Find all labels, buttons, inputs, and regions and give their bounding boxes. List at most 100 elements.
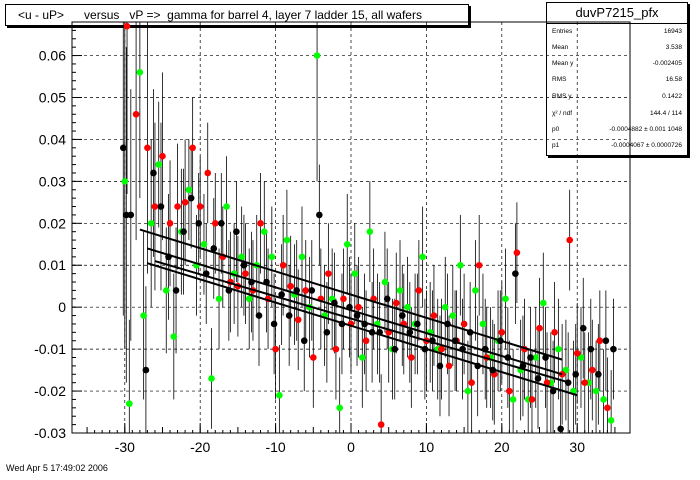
data-point-green: [396, 287, 404, 294]
data-point-red: [438, 345, 445, 353]
stats-label: χ² / ndf: [552, 110, 573, 117]
y-tick-label: 0.03: [39, 173, 66, 189]
data-point-green: [509, 396, 517, 403]
data-point-red: [302, 287, 310, 294]
data-point-red: [340, 295, 347, 303]
data-point-red: [151, 203, 159, 210]
data-point-black: [383, 295, 391, 303]
data-point-red: [159, 152, 166, 160]
data-point-black: [579, 324, 587, 332]
data-point-black: [512, 270, 519, 277]
data-point-green: [200, 240, 208, 248]
data-point-green: [472, 287, 479, 294]
stats-row: Entries 16943: [552, 28, 682, 42]
data-point-red: [242, 270, 249, 277]
stats-value: 3.538: [665, 44, 682, 51]
data-point-red: [392, 299, 400, 307]
y-tick-label: 0.05: [39, 89, 66, 105]
data-point-black: [353, 312, 361, 319]
data-point-red: [596, 337, 604, 345]
data-point-green: [532, 354, 540, 361]
data-point-black: [180, 228, 187, 235]
stats-value: 144.4 / 114: [649, 110, 682, 117]
stats-value: 16943: [663, 28, 682, 35]
data-point-green: [359, 354, 366, 361]
data-point-red: [408, 354, 415, 361]
data-point-black: [195, 220, 202, 227]
y-tick-label: 0: [58, 299, 66, 315]
x-tick-label: -30: [115, 439, 135, 455]
data-point-green: [313, 52, 321, 59]
data-point-black: [391, 345, 399, 353]
data-point-green: [162, 287, 170, 294]
fit-line: [139, 228, 563, 361]
data-point-green: [404, 303, 411, 311]
fit-line: [154, 260, 570, 384]
y-tick-label: 0.04: [39, 131, 66, 147]
stats-row: p0 -0.0004882 ± 0.001 1048: [552, 126, 682, 140]
stats-label: RMS: [552, 76, 567, 83]
data-point-black: [293, 287, 301, 294]
stats-histogram-name: duvP7215_pfx: [547, 3, 687, 24]
chart-title-box: <u - uP> versus vP => gamma for barrel 4…: [5, 4, 469, 26]
data-point-green: [479, 320, 487, 328]
data-point-red: [566, 236, 573, 244]
data-point-red: [166, 220, 174, 227]
data-point-black: [127, 211, 135, 219]
stats-label: p0: [552, 126, 560, 133]
data-point-red: [294, 316, 302, 324]
data-point-red: [528, 396, 536, 403]
x-tick-label: 20: [494, 439, 510, 455]
data-point-black: [316, 211, 323, 219]
data-point-green: [283, 236, 291, 244]
fit-line: [147, 247, 563, 376]
data-point-red: [279, 261, 287, 269]
data-point-green: [121, 178, 129, 185]
data-point-red: [468, 379, 475, 386]
data-point-green: [366, 228, 374, 235]
data-point-red: [211, 220, 219, 227]
data-point-green: [268, 253, 276, 261]
stats-row: p1 -0.0004067 ± 0.0000726: [552, 142, 682, 156]
x-tick-label: 0: [347, 439, 355, 455]
data-point-black: [406, 329, 414, 336]
data-point-green: [600, 396, 607, 403]
data-point-red: [362, 337, 370, 345]
data-point-red: [144, 144, 151, 152]
y-tick-label: 0.01: [39, 257, 66, 273]
data-point-black: [285, 312, 293, 319]
stats-label: Entries: [552, 28, 573, 35]
data-point-red: [272, 345, 279, 353]
data-point-green: [441, 303, 449, 311]
data-point-black: [218, 220, 225, 227]
data-point-black: [595, 370, 602, 378]
data-point-green: [238, 253, 245, 261]
data-point-green: [351, 270, 359, 277]
data-point-red: [415, 287, 423, 294]
data-point-green: [126, 400, 133, 407]
data-point-red: [377, 421, 385, 428]
data-point-black: [233, 228, 240, 235]
data-point-green: [298, 253, 306, 261]
stats-value: 16.58: [665, 76, 682, 83]
data-point-black: [323, 329, 331, 336]
stats-value: -0.002405: [652, 60, 682, 67]
stats-row: RMS 16.58: [552, 76, 682, 90]
chart-title: <u - uP> versus vP => gamma for barrel 4…: [18, 8, 422, 22]
data-point-red: [123, 22, 131, 30]
data-point-black: [610, 345, 617, 353]
data-point-red: [543, 379, 551, 386]
stats-value: -0.0004882 ± 0.001 1048: [609, 126, 682, 133]
data-point-green: [457, 261, 464, 269]
data-point-red: [309, 354, 317, 361]
data-point-black: [270, 320, 278, 328]
data-point-red: [332, 345, 340, 353]
data-point-black: [414, 320, 421, 328]
timestamp: Wed Apr 5 17:49:02 2006: [6, 463, 108, 473]
data-point-red: [325, 270, 332, 277]
data-point-green: [136, 69, 144, 76]
data-point-green: [170, 333, 178, 340]
data-point-black: [240, 261, 248, 269]
x-tick-label: 10: [419, 439, 435, 455]
data-point-red: [513, 249, 521, 256]
